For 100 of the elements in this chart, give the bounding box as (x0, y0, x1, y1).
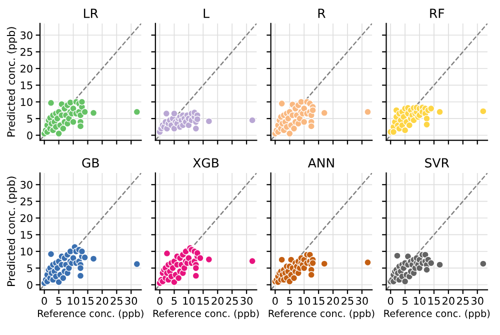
point (170, 110, 178, 118)
point (480, 260, 487, 268)
y-tick-label: 0 (27, 131, 32, 140)
chart-title: R (318, 8, 326, 18)
point (47, 99, 55, 106)
point (290, 274, 298, 282)
point (192, 272, 200, 280)
point (394, 252, 401, 260)
x-axis-title: Reference conc. (ppb) (268, 310, 374, 319)
point (90, 255, 98, 262)
x-tick-label: 0 (157, 296, 162, 305)
point (192, 124, 200, 132)
x-tick-label: 10 (298, 296, 310, 305)
x-tick-label: 10 (414, 296, 426, 305)
point (55, 278, 62, 286)
chart-title: SVR (425, 158, 450, 168)
x-tick-label: 20 (212, 296, 224, 305)
chart-title: L (204, 8, 210, 18)
y-tick-label: 15 (20, 82, 32, 90)
point (174, 274, 182, 282)
point (162, 110, 170, 118)
y-tick-label: 0 (27, 280, 32, 289)
y-tick-label: 5 (27, 114, 32, 123)
point (60, 274, 67, 282)
y-axis-title: Predicted conc. (ppb) (6, 176, 18, 286)
x-axis-title: Reference conc. (ppb) (38, 310, 144, 319)
point (60, 124, 67, 132)
x-axis-title: Reference conc. (ppb) (384, 310, 490, 319)
x-tick-label: 25 (342, 296, 354, 305)
x-tick-label: 30 (356, 296, 368, 305)
point (423, 120, 430, 128)
point (406, 122, 414, 129)
x-tick-label: 20 (442, 296, 454, 305)
point (278, 100, 286, 108)
point (427, 104, 435, 112)
chart-title: GB (82, 158, 99, 168)
point (90, 109, 98, 116)
point (133, 260, 141, 268)
x-tick-label: 30 (472, 296, 484, 305)
point (133, 108, 141, 116)
y-tick-label: 20 (20, 214, 32, 222)
chart-title: LR (84, 8, 98, 18)
chart-title: XGB (193, 158, 219, 168)
point (300, 104, 308, 112)
point (76, 272, 84, 280)
point (308, 122, 315, 130)
point (78, 248, 86, 255)
x-tick-label: 20 (327, 296, 339, 305)
point (78, 98, 86, 106)
point (298, 98, 305, 106)
point (248, 116, 256, 124)
y-axis-title: Predicted conc. (ppb) (6, 27, 18, 136)
x-tick-label: 15 (82, 297, 94, 305)
point (196, 254, 204, 262)
point (423, 114, 430, 122)
point (390, 128, 398, 136)
x-tick-label: 0 (42, 296, 47, 305)
point (427, 259, 435, 267)
x-tick-label: 20 (96, 296, 108, 305)
x-tick-label: 5 (402, 297, 408, 305)
x-axis-title: Reference conc. (ppb) (153, 310, 259, 319)
x-tick-label: 15 (198, 297, 209, 305)
x-tick-label: 30 (125, 296, 138, 305)
point (300, 264, 308, 272)
x-tick-label: 5 (172, 297, 177, 305)
chart-title: ANN (308, 158, 334, 168)
point (205, 256, 213, 264)
point (364, 108, 372, 116)
x-tick-label: 10 (68, 296, 80, 305)
point (81, 108, 88, 116)
y-tick-label: 10 (20, 98, 32, 106)
point (309, 106, 316, 114)
x-tick-label: 0 (272, 296, 278, 305)
point (436, 108, 444, 116)
x-tick-label: 15 (428, 297, 440, 305)
point (47, 250, 55, 258)
point (55, 130, 62, 138)
x-tick-label: 5 (287, 297, 292, 305)
x-tick-label: 25 (226, 296, 238, 305)
point (70, 118, 77, 126)
point (401, 278, 409, 286)
point (81, 254, 88, 262)
y-tick-label: 30 (20, 31, 32, 40)
point (278, 256, 286, 264)
y-tick-label: 20 (20, 64, 32, 73)
point (76, 264, 84, 272)
point (308, 271, 315, 278)
point (423, 266, 430, 274)
point (320, 260, 328, 268)
x-tick-label: 15 (313, 297, 324, 305)
y-tick-label: 30 (20, 180, 32, 189)
point (170, 278, 178, 286)
point (320, 109, 328, 116)
x-tick-label: 30 (240, 296, 252, 305)
point (300, 118, 308, 126)
point (192, 264, 200, 272)
y-tick-label: 15 (20, 231, 32, 239)
point (480, 108, 487, 115)
point (436, 261, 444, 268)
x-tick-label: 5 (56, 297, 62, 305)
